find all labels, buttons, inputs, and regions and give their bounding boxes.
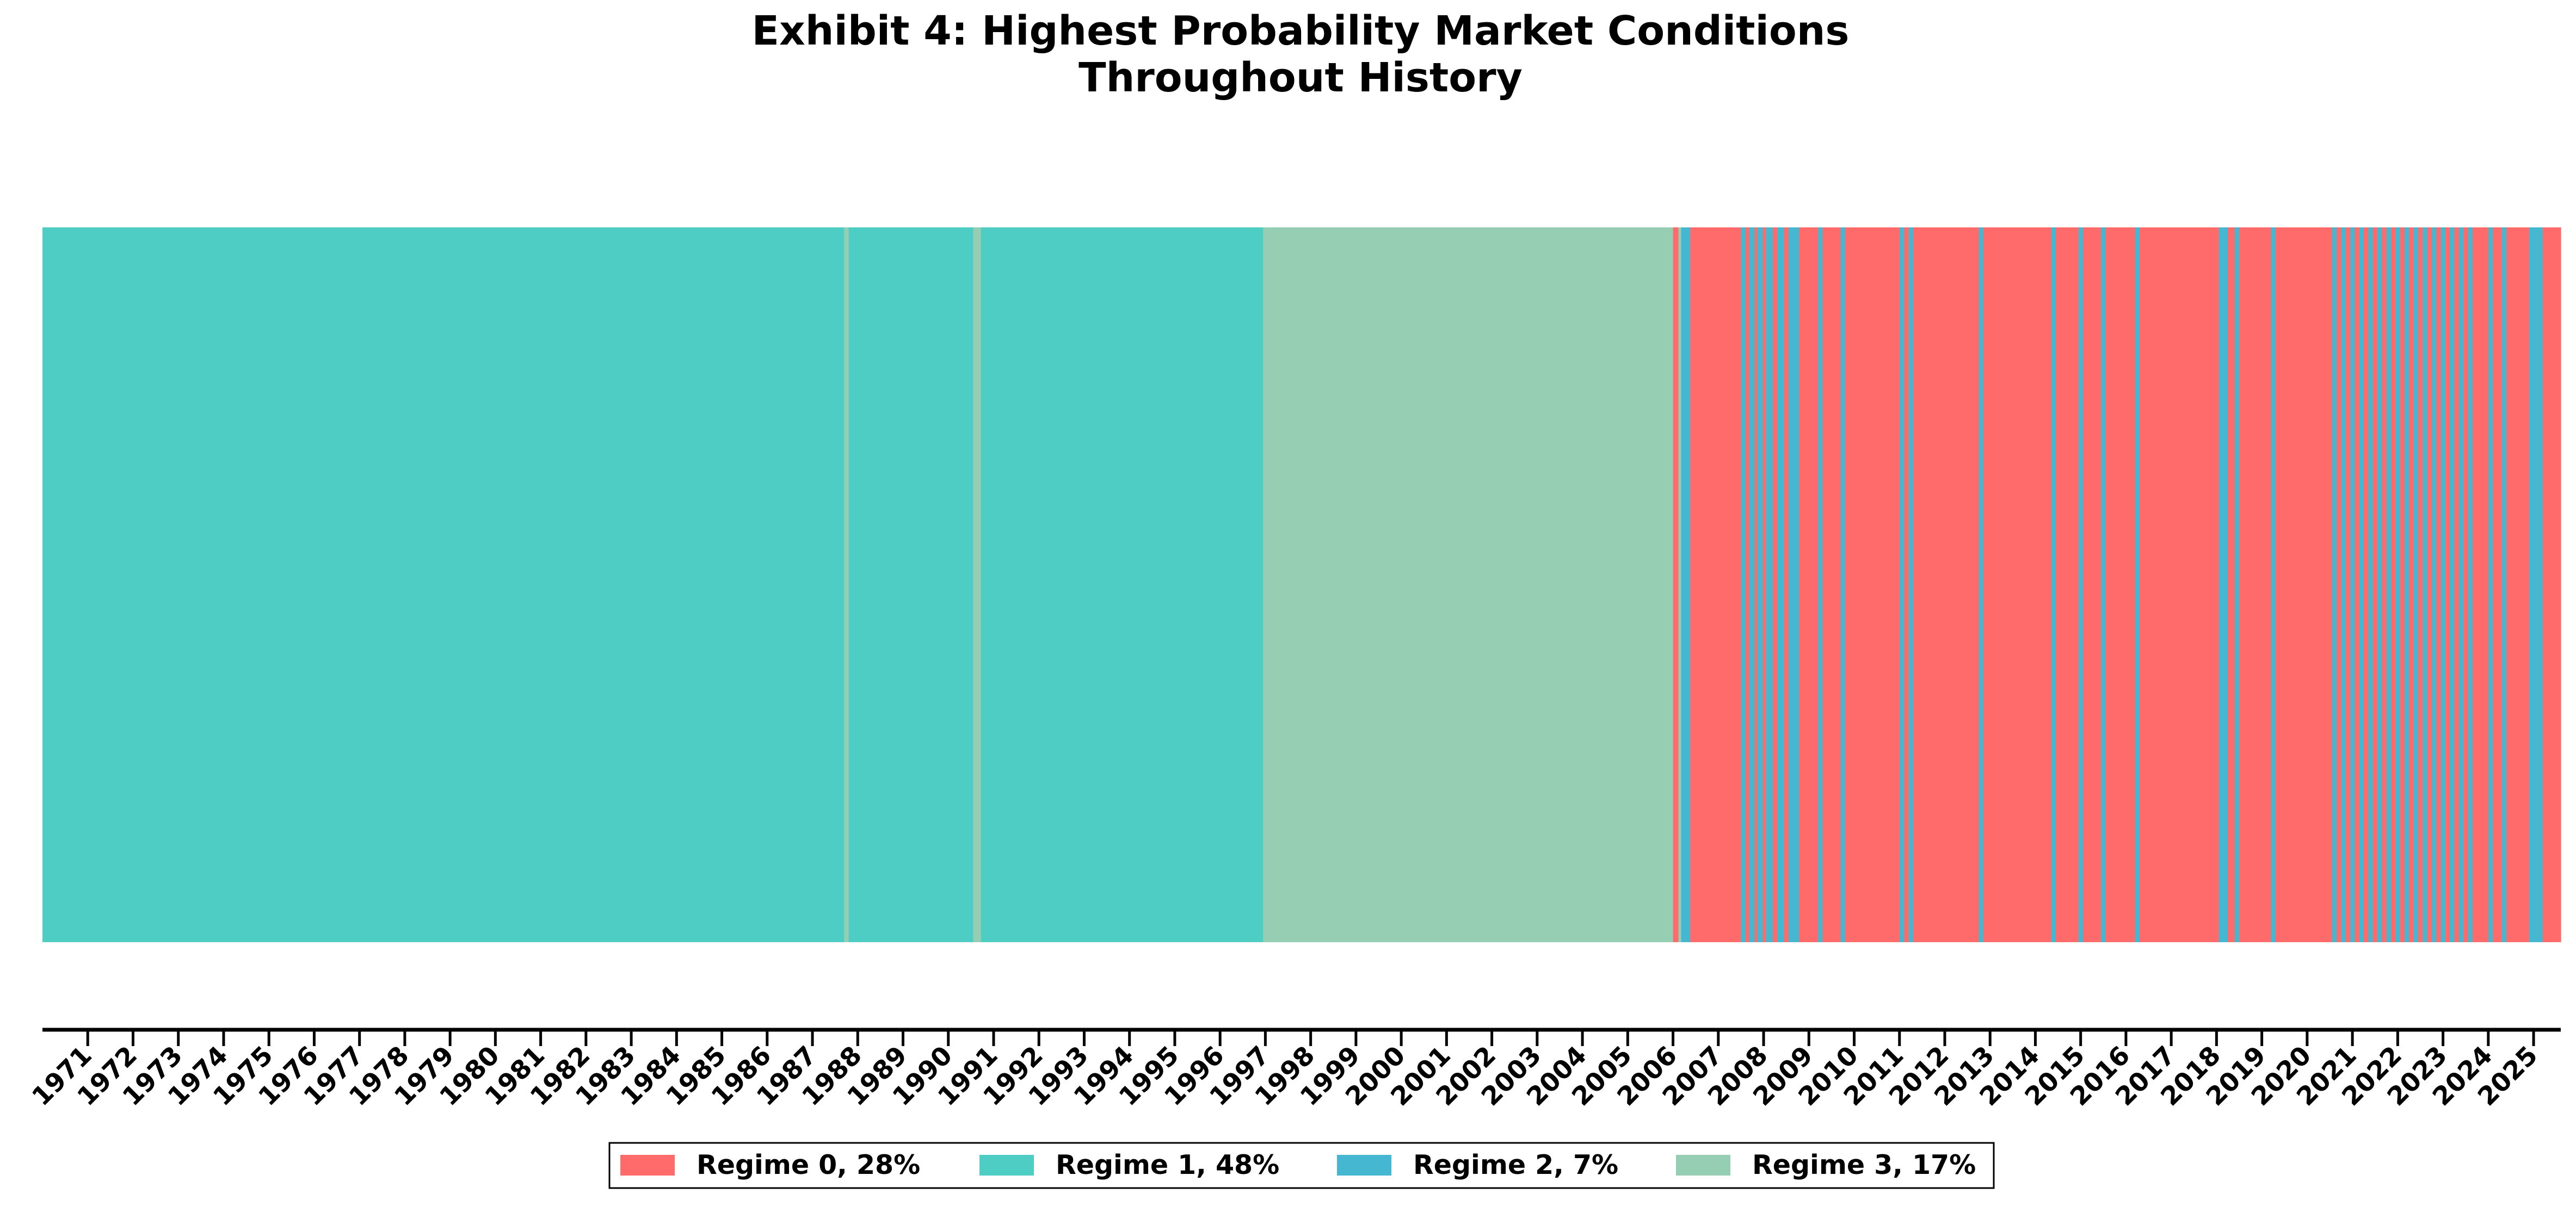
regime-band-0 — [1845, 227, 1900, 942]
regime-band-2 — [1840, 227, 1846, 942]
regime-band-0 — [2345, 227, 2351, 942]
regime-band-0 — [2363, 227, 2369, 942]
regime-band-2 — [1749, 227, 1755, 942]
regime-band-0 — [1690, 227, 1742, 942]
legend: Regime 0, 28% Regime 1, 48% Regime 2, 7% Re… — [608, 1142, 1995, 1189]
regime-band-3 — [844, 227, 849, 942]
regime-band-2 — [2431, 227, 2437, 942]
regime-band-0 — [2336, 227, 2341, 942]
regime-band-0 — [2427, 227, 2432, 942]
regime-band-2 — [1766, 227, 1773, 942]
regime-band-2 — [2218, 227, 2228, 942]
regime-band-0 — [2463, 227, 2468, 942]
regime-band-0 — [2472, 227, 2489, 942]
regime-band-2 — [2051, 227, 2056, 942]
regime-band-0 — [2409, 227, 2414, 942]
regime-band-3 — [973, 227, 982, 942]
regime-band-0 — [1904, 227, 1909, 942]
regime-band-2 — [2529, 227, 2543, 942]
regime-band-0 — [2139, 227, 2220, 942]
legend-swatch-regime-1 — [979, 1155, 1034, 1176]
regime-band-2 — [2413, 227, 2419, 942]
regime-band-0 — [2493, 227, 2503, 942]
regime-band-0 — [2355, 227, 2360, 942]
regime-band-2 — [2441, 227, 2446, 942]
regime-band-2 — [2423, 227, 2428, 942]
chart-title-line-1: Exhibit 4: Highest Probability Market Co… — [752, 8, 1850, 54]
legend-label-regime-1: Regime 1, 48% — [1056, 1149, 1279, 1180]
regime-band-0 — [2239, 227, 2271, 942]
regime-band-0 — [2390, 227, 2396, 942]
regime-band-2 — [1788, 227, 1799, 942]
regime-band-0 — [2506, 227, 2530, 942]
regime-band-2 — [1979, 227, 1984, 942]
regime-band-2 — [1681, 227, 1691, 942]
regime-band-2 — [2234, 227, 2240, 942]
regime-band-2 — [2404, 227, 2409, 942]
legend-label-regime-3: Regime 3, 17% — [1752, 1149, 1976, 1180]
regime-band-0 — [1772, 227, 1778, 942]
regime-band-2 — [2350, 227, 2355, 942]
regime-band-0 — [2228, 227, 2235, 942]
regime-band-0 — [2105, 227, 2136, 942]
regime-band-0 — [1913, 227, 1979, 942]
regime-band-2 — [2488, 227, 2493, 942]
regime-band-0 — [1754, 227, 1758, 942]
regime-band-2 — [2458, 227, 2464, 942]
regime-band-2 — [2135, 227, 2140, 942]
regime-band-0 — [2418, 227, 2423, 942]
legend-label-regime-2: Regime 2, 7% — [1413, 1149, 1618, 1180]
regime-band-2 — [2395, 227, 2401, 942]
regime-band-0 — [1673, 227, 1679, 942]
regime-band-2 — [2341, 227, 2346, 942]
regime-band-0 — [1798, 227, 1819, 942]
regime-band-2 — [2501, 227, 2507, 942]
chart-title-line-2: Throughout History — [1079, 54, 1523, 101]
regime-band-2 — [2386, 227, 2392, 942]
legend-label-regime-0: Regime 0, 28% — [697, 1149, 920, 1180]
regime-band-2 — [2359, 227, 2364, 942]
legend-swatch-regime-0 — [620, 1155, 675, 1176]
legend-swatch-regime-2 — [1337, 1155, 1391, 1176]
regime-band-2 — [2450, 227, 2455, 942]
regime-band-0 — [2275, 227, 2333, 942]
regime-band-2 — [2377, 227, 2382, 942]
regime-band-2 — [1817, 227, 1823, 942]
regime-band-2 — [2468, 227, 2473, 942]
regime-band-1 — [848, 227, 974, 942]
regime-band-0 — [2542, 227, 2561, 942]
regime-band-2 — [1741, 227, 1746, 942]
regime-band-0 — [2400, 227, 2405, 942]
regime-band-2 — [2368, 227, 2374, 942]
regime-bands — [42, 227, 2561, 942]
regime-band-0 — [1745, 227, 1749, 942]
regime-band-0 — [2372, 227, 2378, 942]
regime-band-2 — [2078, 227, 2084, 942]
regime-band-2 — [1899, 227, 1905, 942]
regime-band-1 — [981, 227, 1264, 942]
regime-band-3 — [1263, 227, 1674, 942]
regime-band-1 — [42, 227, 845, 942]
regime-band-0 — [2382, 227, 2387, 942]
regime-band-0 — [1762, 227, 1766, 942]
regime-band-0 — [2436, 227, 2442, 942]
regime-band-2 — [1777, 227, 1785, 942]
regime-band-0 — [1784, 227, 1789, 942]
legend-frame — [608, 1142, 1995, 1189]
legend-swatch-regime-3 — [1676, 1155, 1730, 1176]
regime-band-0 — [2445, 227, 2450, 942]
regime-band-2 — [2271, 227, 2276, 942]
regime-band-2 — [1908, 227, 1914, 942]
regime-band-0 — [1983, 227, 2052, 942]
regime-band-0 — [2055, 227, 2079, 942]
regime-band-0 — [1822, 227, 1841, 942]
regime-band-0 — [2454, 227, 2460, 942]
regime-band-2 — [1757, 227, 1763, 942]
regime-band-0 — [2082, 227, 2102, 942]
regime-band-2 — [2101, 227, 2106, 942]
regime-band-2 — [2332, 227, 2337, 942]
regime-band-3 — [1678, 227, 1682, 942]
